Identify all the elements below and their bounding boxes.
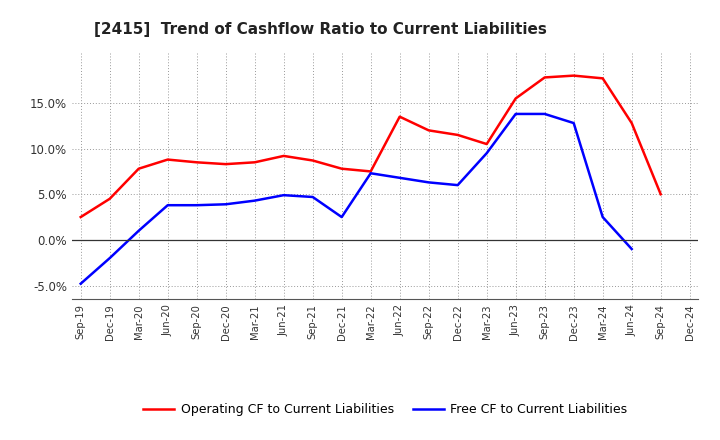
Legend: Operating CF to Current Liabilities, Free CF to Current Liabilities: Operating CF to Current Liabilities, Fre… (138, 398, 632, 421)
Operating CF to Current Liabilities (482, 141, 491, 147)
Free CF to Current Liabilities (541, 111, 549, 117)
Operating CF to Current Liabilities (570, 73, 578, 78)
Free CF to Current Liabilities (511, 111, 520, 117)
Free CF to Current Liabilities (598, 214, 607, 220)
Free CF to Current Liabilities (395, 175, 404, 180)
Operating CF to Current Liabilities (105, 196, 114, 202)
Operating CF to Current Liabilities (221, 161, 230, 167)
Operating CF to Current Liabilities (163, 157, 172, 162)
Text: [2415]  Trend of Cashflow Ratio to Current Liabilities: [2415] Trend of Cashflow Ratio to Curren… (94, 22, 546, 37)
Operating CF to Current Liabilities (424, 128, 433, 133)
Free CF to Current Liabilities (135, 228, 143, 233)
Operating CF to Current Liabilities (251, 160, 259, 165)
Free CF to Current Liabilities (570, 121, 578, 126)
Free CF to Current Liabilities (424, 180, 433, 185)
Free CF to Current Liabilities (482, 150, 491, 156)
Operating CF to Current Liabilities (598, 76, 607, 81)
Free CF to Current Liabilities (163, 202, 172, 208)
Free CF to Current Liabilities (105, 256, 114, 261)
Free CF to Current Liabilities (221, 202, 230, 207)
Free CF to Current Liabilities (627, 246, 636, 252)
Operating CF to Current Liabilities (338, 166, 346, 171)
Operating CF to Current Liabilities (541, 75, 549, 80)
Free CF to Current Liabilities (366, 171, 375, 176)
Operating CF to Current Liabilities (395, 114, 404, 119)
Free CF to Current Liabilities (454, 183, 462, 188)
Operating CF to Current Liabilities (366, 169, 375, 174)
Operating CF to Current Liabilities (76, 214, 85, 220)
Operating CF to Current Liabilities (657, 191, 665, 197)
Line: Operating CF to Current Liabilities: Operating CF to Current Liabilities (81, 76, 661, 217)
Free CF to Current Liabilities (279, 193, 288, 198)
Free CF to Current Liabilities (76, 281, 85, 286)
Line: Free CF to Current Liabilities: Free CF to Current Liabilities (81, 114, 631, 284)
Free CF to Current Liabilities (251, 198, 259, 203)
Operating CF to Current Liabilities (279, 153, 288, 158)
Operating CF to Current Liabilities (511, 96, 520, 101)
Operating CF to Current Liabilities (135, 166, 143, 171)
Operating CF to Current Liabilities (192, 160, 201, 165)
Operating CF to Current Liabilities (308, 158, 317, 163)
Operating CF to Current Liabilities (454, 132, 462, 138)
Free CF to Current Liabilities (338, 214, 346, 220)
Free CF to Current Liabilities (308, 194, 317, 200)
Operating CF to Current Liabilities (627, 121, 636, 126)
Free CF to Current Liabilities (192, 202, 201, 208)
